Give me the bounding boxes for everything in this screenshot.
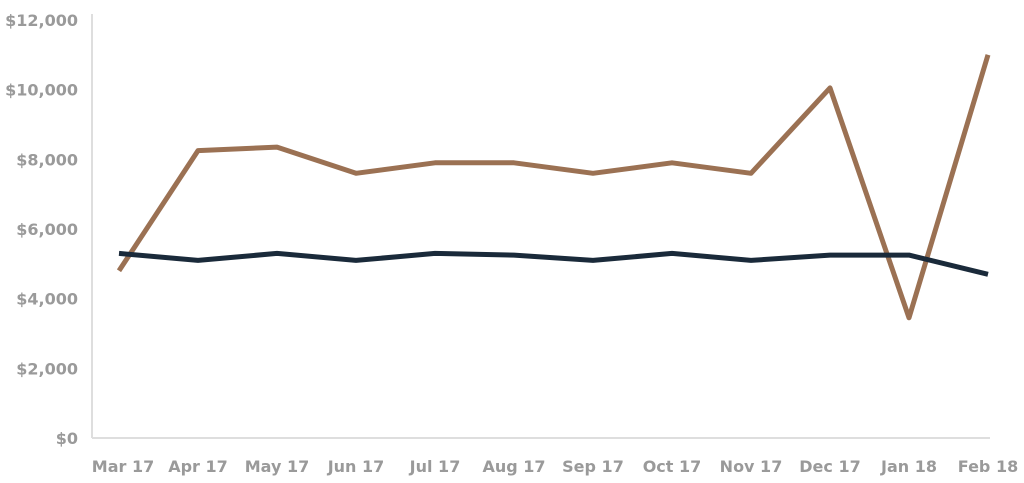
- y-tick-label: $10,000: [5, 81, 78, 100]
- x-tick-label: Aug 17: [482, 457, 545, 476]
- y-tick-label: $6,000: [16, 220, 78, 239]
- y-tick-label: $8,000: [16, 150, 78, 169]
- x-tick-label: Mar 17: [92, 457, 154, 476]
- x-tick-label: Feb 18: [958, 457, 1018, 476]
- series-layer: [116, 54, 991, 321]
- x-tick-label: Nov 17: [720, 457, 783, 476]
- y-tick-label: $4,000: [16, 290, 78, 309]
- x-tick-label: Sep 17: [562, 457, 624, 476]
- y-axis-ticks: $0 $2,000 $4,000 $6,000 $8,000 $10,000 $12,000: [5, 11, 78, 448]
- y-tick-label: $12,000: [5, 11, 78, 30]
- x-tick-label: May 17: [245, 457, 310, 476]
- x-tick-label: Oct 17: [643, 457, 702, 476]
- x-tick-label: Jul 17: [409, 457, 461, 476]
- x-tick-label: Apr 17: [168, 457, 228, 476]
- x-tick-label: Dec 17: [799, 457, 860, 476]
- series-line-1: [116, 54, 991, 321]
- series-line-2: [118, 250, 989, 277]
- y-tick-label: $2,000: [16, 359, 78, 378]
- x-tick-label: Jan 18: [880, 457, 937, 476]
- x-axis-ticks: Mar 17 Apr 17 May 17 Jun 17 Jul 17 Aug 17 Sep …: [92, 457, 1018, 476]
- x-tick-label: Jun 17: [327, 457, 385, 476]
- y-tick-label: $0: [56, 429, 78, 448]
